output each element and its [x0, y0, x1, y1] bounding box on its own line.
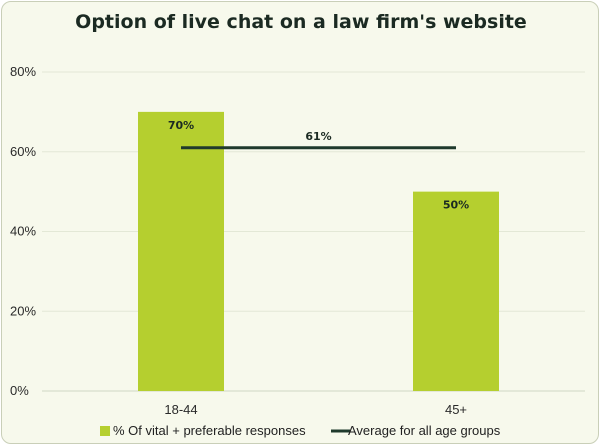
bar-data-label: 70% [168, 119, 194, 132]
y-tick-label: 20% [10, 303, 36, 318]
bar [413, 191, 499, 391]
y-tick-label: 0% [10, 383, 29, 398]
bar [138, 111, 224, 391]
average-line-label: 61% [305, 130, 331, 143]
legend-label-line: Average for all age groups [348, 423, 501, 438]
x-tick-label: 18-44 [164, 402, 197, 417]
y-tick-label: 60% [10, 144, 36, 159]
x-tick-label: 45+ [445, 402, 467, 417]
chart-title: Option of live chat on a law firm's webs… [75, 11, 527, 33]
bar-data-label: 50% [443, 199, 469, 212]
legend-swatch-bars [100, 426, 110, 436]
y-tick-label: 40% [10, 224, 36, 239]
legend-label-bars: % Of vital + preferable responses [113, 423, 306, 438]
y-tick-label: 80% [10, 64, 36, 79]
